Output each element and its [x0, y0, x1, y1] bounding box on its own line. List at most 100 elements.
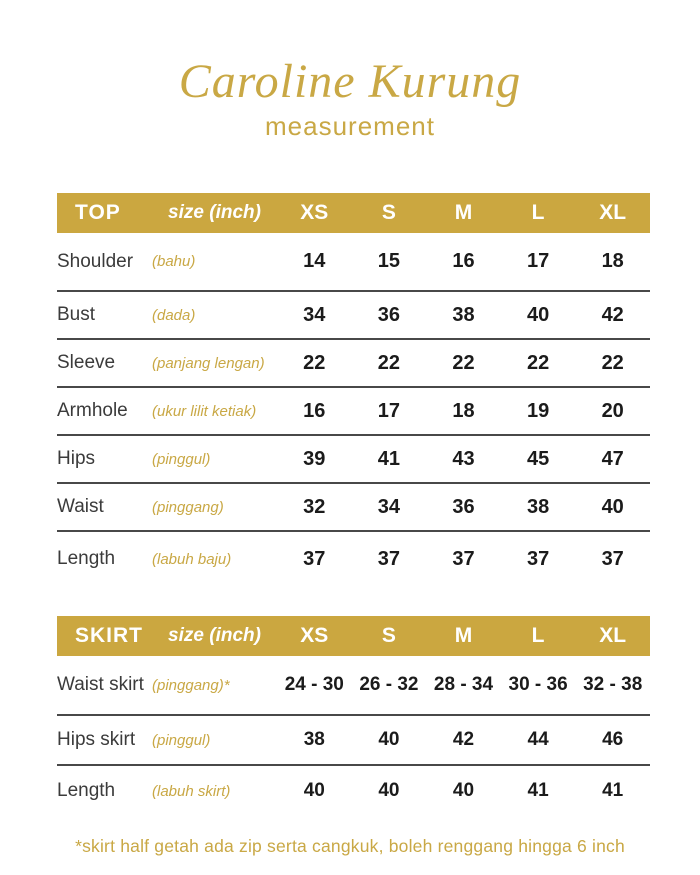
size-value: 22 [377, 351, 401, 374]
size-value: 40 [452, 780, 475, 801]
size-column-header: M [454, 624, 473, 647]
size-value: 22 [526, 351, 550, 374]
size-column-header: XL [599, 624, 627, 647]
row-divider [57, 482, 650, 484]
row-label: Length [57, 780, 116, 801]
row-divider [57, 386, 650, 388]
measurement-row: Length (labuh baju) 37 37 37 37 37 [57, 532, 650, 586]
page-title: Caroline Kurung [178, 55, 522, 108]
size-value: 22 [452, 351, 475, 374]
row-sublabel: (pinggul) [152, 731, 211, 749]
row-label: Hips skirt [57, 729, 136, 750]
size-value: 39 [303, 447, 326, 470]
size-column-header: XS [300, 624, 329, 647]
size-value: 41 [527, 780, 549, 801]
size-value: 40 [378, 780, 400, 801]
table-rows: Shoulder (bahu) 14 15 16 17 18 Bust (dada) 34 36 38… [57, 233, 650, 586]
size-value: 19 [526, 399, 550, 422]
size-unit-label: size (inch) [168, 202, 261, 223]
size-value: 45 [526, 447, 550, 470]
row-divider [57, 530, 650, 532]
size-value: 37 [303, 547, 326, 570]
measurement-tables: TOP size (inch) XS S M L XL Shoulder (bahu) 14 15 1… [57, 193, 650, 816]
table-rows: Waist skirt (pinggang)* 24 - 30 26 - 32 28 -… [57, 656, 650, 816]
row-label: Waist [57, 496, 104, 517]
size-column-header: L [531, 624, 545, 647]
size-value: 22 [601, 351, 624, 374]
measurement-row: Waist (pinggang) 32 34 36 38 40 [57, 484, 650, 530]
size-value: 37 [377, 547, 401, 570]
size-value: 40 [303, 780, 325, 801]
size-value: 40 [601, 495, 624, 518]
size-value: 15 [377, 250, 401, 272]
footnote: *skirt half getah ada zip serta cangkuk,… [75, 836, 625, 856]
size-column-header: M [454, 201, 473, 224]
size-value: 16 [303, 399, 326, 422]
size-value: 34 [303, 303, 326, 326]
measurement-row: Bust (dada) 34 36 38 40 42 [57, 292, 650, 338]
brand-header: Caroline Kurung measurement [0, 0, 700, 142]
row-sublabel: (labuh skirt) [152, 782, 231, 800]
size-value: 18 [452, 399, 475, 422]
row-sublabel: (labuh baju) [152, 550, 232, 568]
table-header-bar: SKIRT size (inch) XS S M L XL [57, 616, 650, 656]
size-value: 14 [303, 250, 326, 272]
size-value: 42 [601, 303, 624, 326]
size-column-header: S [381, 201, 396, 224]
row-label: Hips [57, 448, 96, 469]
measurement-row: Hips (pinggul) 39 41 43 45 47 [57, 436, 650, 482]
row-label: Bust [57, 304, 96, 325]
row-divider [57, 338, 650, 340]
size-table-top: TOP size (inch) XS S M L XL Shoulder (bahu) 14 15 1… [57, 193, 650, 586]
size-value: 32 - 38 [583, 674, 643, 695]
size-value: 30 - 36 [508, 674, 568, 695]
row-divider [57, 434, 650, 436]
size-value: 44 [527, 729, 549, 750]
size-value: 46 [602, 729, 624, 750]
size-value: 37 [526, 547, 550, 570]
row-sublabel: (pinggul) [152, 450, 211, 468]
size-column-header: XS [300, 201, 329, 224]
size-value: 38 [452, 303, 475, 326]
row-divider [57, 290, 650, 292]
row-sublabel: (panjang lengan) [152, 354, 265, 372]
size-value: 17 [377, 399, 401, 422]
measurement-row: Shoulder (bahu) 14 15 16 17 18 [57, 233, 650, 290]
size-value: 32 [303, 495, 326, 518]
measurement-row: Hips skirt (pinggul) 38 40 42 44 46 [57, 716, 650, 764]
size-value: 41 [602, 780, 624, 801]
size-value: 38 [526, 495, 550, 518]
size-value: 43 [452, 447, 475, 470]
row-label: Waist skirt [57, 674, 144, 695]
table-name: SKIRT [75, 624, 143, 647]
size-value: 28 - 34 [433, 674, 494, 695]
size-value: 34 [377, 495, 401, 518]
row-sublabel: (bahu) [152, 253, 196, 270]
size-table-skirt: SKIRT size (inch) XS S M L XL Waist skirt (pingg… [57, 616, 650, 816]
measurement-row: Armhole (ukur lilit ketiak) 16 17 18 19 20 [57, 388, 650, 434]
table-header-bar: TOP size (inch) XS S M L XL [57, 193, 650, 233]
row-sublabel: (pinggang)* [152, 676, 230, 694]
size-value: 37 [452, 547, 475, 570]
row-label: Length [57, 548, 116, 569]
row-label: Sleeve [57, 352, 116, 373]
row-label: Armhole [57, 400, 128, 421]
size-value: 37 [601, 547, 624, 570]
size-column-header: S [381, 624, 396, 647]
size-value: 26 - 32 [359, 674, 419, 695]
size-value: 20 [601, 399, 624, 422]
size-value: 47 [601, 447, 624, 470]
size-value: 18 [601, 250, 624, 272]
size-value: 38 [303, 729, 325, 750]
size-column-header: XL [599, 201, 627, 224]
measurement-row: Waist skirt (pinggang)* 24 - 30 26 - 32 28 -… [57, 656, 650, 714]
row-sublabel: (dada) [152, 306, 196, 324]
row-sublabel: (ukur lilit ketiak) [152, 402, 257, 420]
size-value: 24 - 30 [284, 674, 344, 695]
size-value: 17 [526, 250, 550, 272]
measurement-row: Length (labuh skirt) 40 40 40 41 41 [57, 766, 650, 816]
row-divider [57, 764, 650, 766]
size-value: 41 [377, 447, 401, 470]
size-value: 36 [452, 495, 475, 518]
